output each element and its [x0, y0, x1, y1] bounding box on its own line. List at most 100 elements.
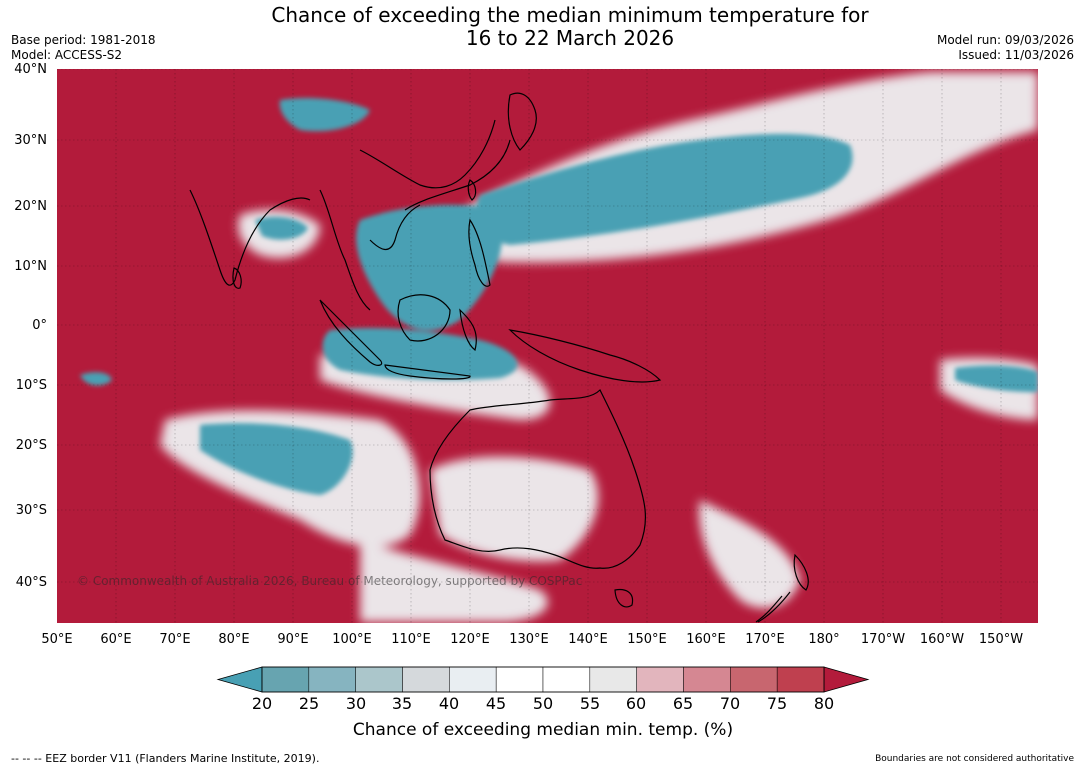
blue-pacific-band	[476, 133, 853, 245]
lon-label-150e: 150°E	[627, 632, 667, 647]
lon-label-170e: 170°E	[745, 632, 785, 647]
model-run: Model run: 09/03/2026	[936, 33, 1074, 47]
coast-new-zealand-south	[755, 591, 791, 623]
coast-sri-lanka	[232, 267, 242, 289]
coast-sumatra	[319, 299, 383, 366]
colorbar-tick: 55	[579, 694, 601, 713]
blue-south-china-sea	[356, 204, 503, 331]
coastlines	[189, 92, 809, 623]
lon-label-140e: 140°E	[568, 632, 608, 647]
meta-right: Model run: 09/03/2026 Issued: 11/03/2026	[937, 33, 1074, 63]
blue-indian-ocean	[200, 423, 353, 495]
model-name: Model: ACCESS-S2	[11, 48, 123, 62]
lat-label-20n: 20°N	[14, 199, 47, 214]
colorbar-segment	[589, 666, 637, 693]
colorbar-segment	[636, 666, 684, 693]
below-median-zones	[80, 98, 1038, 495]
blue-tibet	[279, 98, 370, 132]
lon-label-130e: 130°E	[509, 632, 549, 647]
lon-label-170w: 170°W	[860, 632, 906, 647]
lon-label-100e: 100°E	[332, 632, 372, 647]
colorbar-label: Chance of exceeding median min. temp. (%…	[352, 720, 734, 740]
zone-southern-ocean	[360, 540, 548, 622]
colorbar-tick: 50	[532, 694, 554, 713]
colorbar-tick: 20	[251, 694, 273, 713]
colorbar-tick: 45	[485, 694, 507, 713]
colorbar-segment	[355, 666, 403, 693]
lat-label-30s: 30°S	[15, 503, 47, 518]
lat-label-30n: 30°N	[14, 133, 47, 148]
lat-label-40n: 40°N	[14, 62, 47, 77]
colorbar-tick: 70	[719, 694, 741, 713]
zone-australia-central	[430, 456, 599, 562]
lon-label-150w: 150°W	[978, 632, 1024, 647]
colorbar-segment	[495, 666, 544, 693]
issued-date: Issued: 11/03/2026	[958, 48, 1074, 62]
colorbar-segment	[730, 666, 778, 693]
coast-philippines	[468, 218, 491, 287]
colorbar-segment	[261, 666, 310, 693]
coast-taiwan	[467, 179, 477, 201]
lon-label-110e: 110°E	[391, 632, 431, 647]
blue-maritime-continent	[322, 328, 518, 380]
coast-java	[384, 364, 471, 380]
lon-label-160e: 160°E	[686, 632, 726, 647]
colorbar-segment	[776, 666, 825, 693]
lat-label-20s: 20°S	[15, 438, 47, 453]
lat-label-10n: 10°N	[14, 259, 47, 274]
lon-label-180: 180°	[808, 632, 840, 647]
lat-label-0: 0°	[32, 318, 47, 333]
colorbar-tick: 25	[298, 694, 320, 713]
colorbar-tick: 80	[813, 694, 835, 713]
lat-label-40s: 40°S	[15, 575, 47, 590]
coast-tasmania	[614, 588, 634, 608]
map-title: Chance of exceeding the median minimum t…	[0, 4, 1085, 50]
lon-label-90e: 90°E	[277, 632, 309, 647]
coast-japan	[507, 92, 537, 151]
lon-label-80e: 80°E	[218, 632, 250, 647]
lat-label-10s: 10°S	[15, 378, 47, 393]
map-area	[57, 69, 1038, 623]
colorbar-tick: 30	[345, 694, 367, 713]
coast-sulawesi	[459, 308, 477, 352]
colorbar-over-arrow	[823, 666, 870, 693]
coast-china	[359, 119, 496, 189]
colorbar-segment	[308, 666, 356, 693]
colorbar	[216, 666, 870, 693]
colorbar-segment	[683, 666, 731, 693]
boundaries-disclaimer: Boundaries are not considered authoritat…	[875, 754, 1074, 764]
lon-label-70e: 70°E	[159, 632, 191, 647]
coast-borneo	[397, 294, 451, 342]
colorbar-under-arrow	[216, 666, 263, 693]
colorbar-frame	[261, 666, 825, 693]
lon-label-120e: 120°E	[450, 632, 490, 647]
title-line-1: Chance of exceeding the median minimum t…	[271, 3, 869, 27]
lon-label-60e: 60°E	[100, 632, 132, 647]
lon-label-160w: 160°W	[919, 632, 965, 647]
coast-southeast-asia	[319, 139, 511, 311]
base-period: Base period: 1981-2018	[11, 33, 156, 47]
coast-new-zealand-north	[793, 553, 809, 591]
coast-india	[189, 189, 311, 286]
blue-indian-ocean-west	[80, 372, 112, 386]
blue-bay-of-bengal	[255, 216, 308, 240]
coast-new-guinea	[508, 329, 662, 383]
title-line-2: 16 to 22 March 2026	[465, 26, 675, 50]
colorbar-tick: 40	[438, 694, 460, 713]
copyright-notice: © Commonwealth of Australia 2026, Bureau…	[77, 574, 583, 588]
colorbar-segment	[542, 666, 591, 693]
blue-south-pacific	[955, 365, 1038, 393]
coast-australia	[429, 388, 646, 569]
colorbar-segment	[402, 666, 450, 693]
lon-label-50e: 50°E	[41, 632, 73, 647]
colorbar-tick: 60	[625, 694, 647, 713]
colorbar-tick: 35	[391, 694, 413, 713]
colorbar-tick: 65	[672, 694, 694, 713]
eez-legend: -- -- -- EEZ border V11 (Flanders Marine…	[11, 752, 320, 765]
colorbar-tick: 75	[766, 694, 788, 713]
colorbar-segment	[449, 666, 497, 693]
graticule	[57, 69, 1038, 623]
meta-left: Base period: 1981-2018 Model: ACCESS-S2	[11, 33, 156, 63]
zone-tasman	[699, 500, 800, 609]
